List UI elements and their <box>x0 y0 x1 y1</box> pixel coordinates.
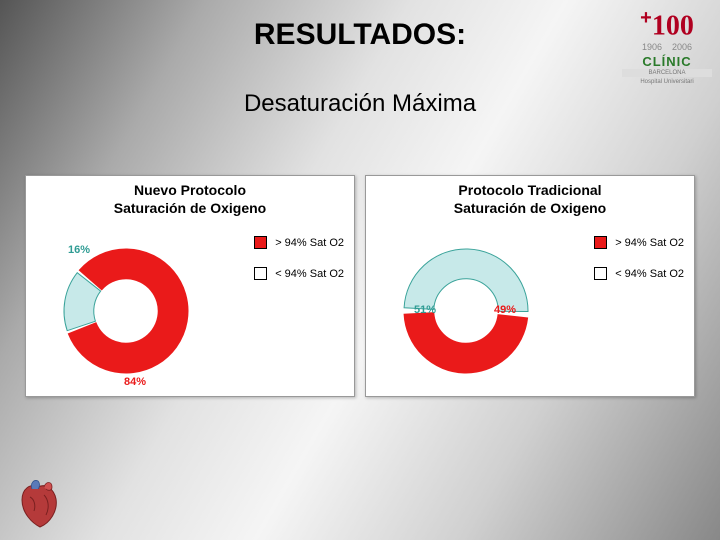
panel-title-2: Protocolo Tradicional Saturación de Oxig… <box>366 182 694 217</box>
chart-panels: Nuevo Protocolo Saturación de Oxigeno 16… <box>25 175 695 397</box>
donut-chart-2: 51% 49% <box>376 226 556 386</box>
legend-row: < 94% Sat O2 <box>254 267 344 280</box>
page-subtitle: Desaturación Máxima <box>0 90 720 118</box>
logo-year-end: 2006 <box>672 42 692 52</box>
panel-protocolo-tradicional: Protocolo Tradicional Saturación de Oxig… <box>365 175 695 397</box>
panel-title-1-line1: Nuevo Protocolo <box>134 182 246 198</box>
heart-icon <box>10 475 70 530</box>
page-title: RESULTADOS: <box>0 18 720 52</box>
legend-label-0: > 94% Sat O2 <box>615 237 684 249</box>
legend-swatch-white <box>594 267 607 280</box>
legend-1: > 94% Sat O2 < 94% Sat O2 <box>254 236 344 298</box>
logo-hundred: 100 <box>652 10 694 41</box>
legend-row: < 94% Sat O2 <box>594 267 684 280</box>
logo-hospital: Hospital Universitari <box>622 79 712 85</box>
slice-label-1-0: 16% <box>68 244 90 256</box>
legend-label-0: > 94% Sat O2 <box>275 237 344 249</box>
logo-year-start: 1906 <box>642 42 662 52</box>
slide: RESULTADOS: Desaturación Máxima +100 190… <box>0 0 720 540</box>
slice-label-1-1: 84% <box>124 376 146 388</box>
panel-title-1-line2: Saturación de Oxigeno <box>114 200 266 216</box>
panel-title-1: Nuevo Protocolo Saturación de Oxigeno <box>26 182 354 217</box>
panel-title-2-line2: Saturación de Oxigeno <box>454 200 606 216</box>
legend-swatch-red <box>594 236 607 249</box>
panel-title-2-line1: Protocolo Tradicional <box>458 182 601 198</box>
logo-barcelona: BARCELONA <box>622 69 712 77</box>
clinic-logo: +100 1906 2006 CLÍNIC BARCELONA Hospital… <box>622 8 712 85</box>
donut-chart-1: 16% 84% <box>36 226 216 386</box>
legend-label-1: < 94% Sat O2 <box>615 268 684 280</box>
panel-nuevo-protocolo: Nuevo Protocolo Saturación de Oxigeno 16… <box>25 175 355 397</box>
legend-swatch-white <box>254 267 267 280</box>
logo-plus: + <box>640 7 652 29</box>
slice-label-2-0: 51% <box>414 304 436 316</box>
legend-label-1: < 94% Sat O2 <box>275 268 344 280</box>
legend-swatch-red <box>254 236 267 249</box>
donut-svg-2 <box>376 226 556 386</box>
logo-clinic: CLÍNIC <box>622 54 712 69</box>
legend-row: > 94% Sat O2 <box>254 236 344 249</box>
legend-2: > 94% Sat O2 < 94% Sat O2 <box>594 236 684 298</box>
legend-row: > 94% Sat O2 <box>594 236 684 249</box>
donut-svg-1 <box>36 226 216 386</box>
slice-label-2-1: 49% <box>494 304 516 316</box>
